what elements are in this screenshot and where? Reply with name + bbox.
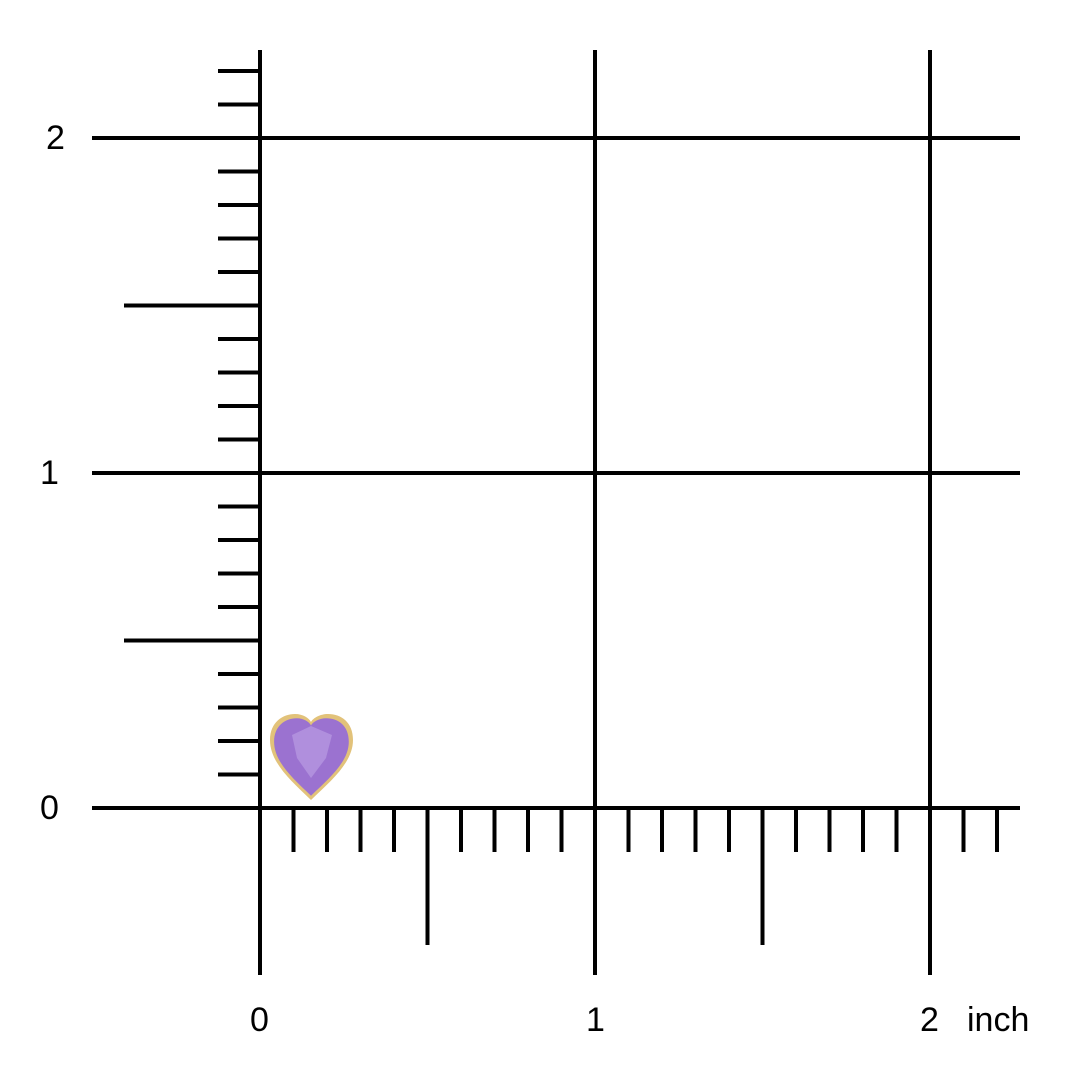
y-label-2: 2 <box>46 119 65 157</box>
stone-facet <box>292 726 332 778</box>
x-label-0: 0 <box>250 1001 269 1039</box>
heart-gem <box>270 714 353 800</box>
unit-label: inch <box>967 1001 1030 1039</box>
x-label-1: 1 <box>586 1001 605 1039</box>
x-label-2: 2 <box>920 1001 939 1039</box>
y-label-0: 0 <box>40 789 59 827</box>
y-label-1: 1 <box>40 454 59 492</box>
